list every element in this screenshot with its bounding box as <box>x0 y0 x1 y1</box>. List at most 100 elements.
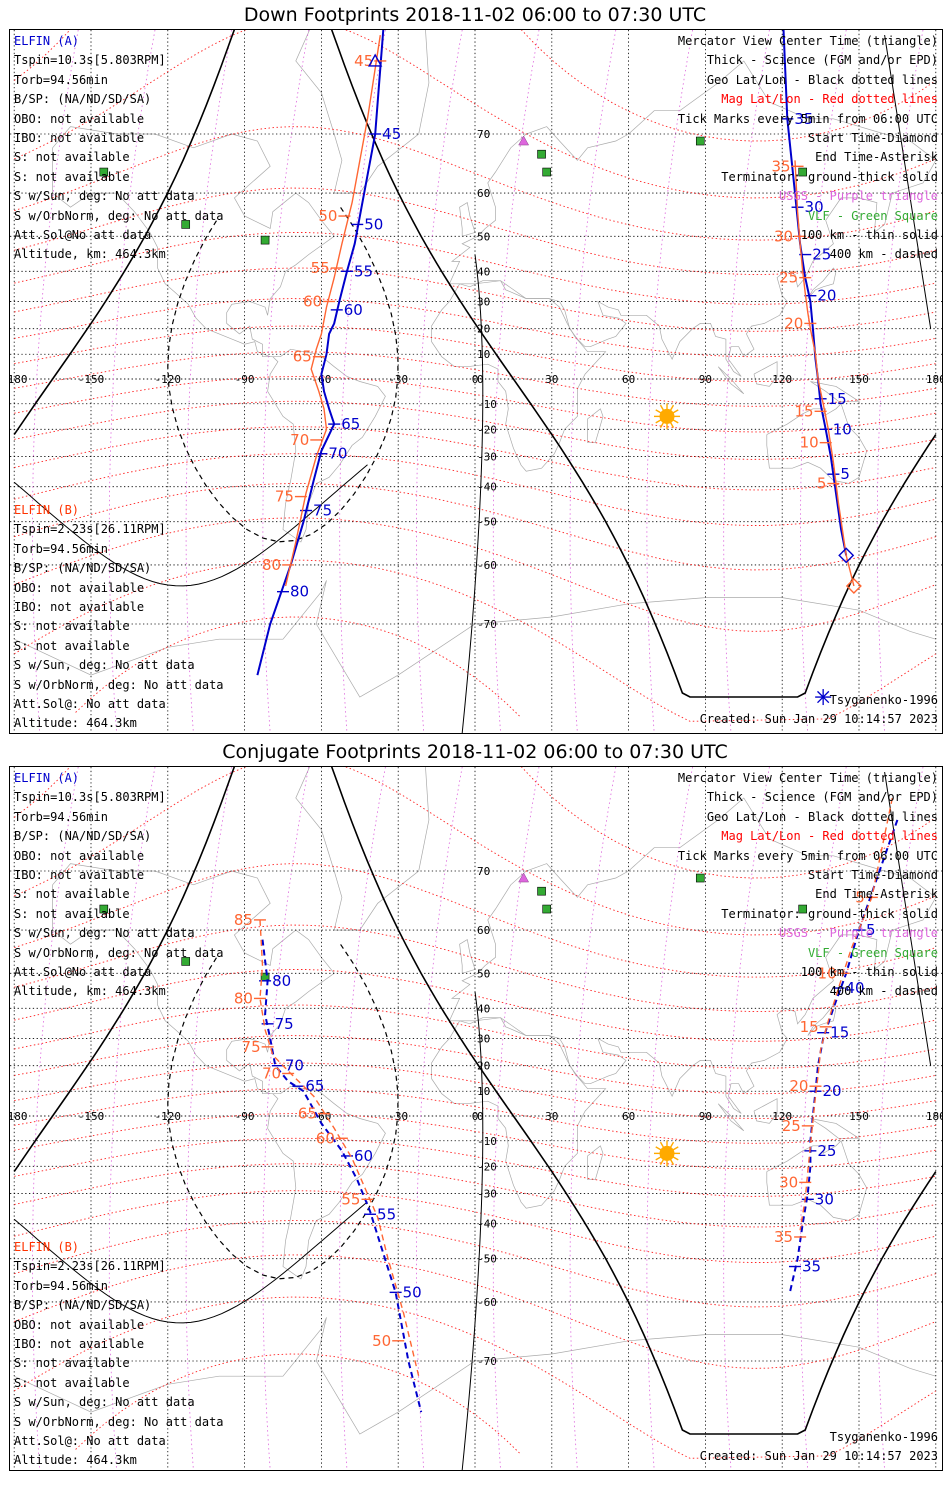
longitude-tick-label: 120 <box>772 373 792 386</box>
longitude-tick-label: -180 <box>10 373 27 386</box>
left_a-line: Altitude, km: 464.3km <box>14 984 166 999</box>
coastline <box>587 408 604 444</box>
left_a-line: Att.Sol@No att data <box>14 965 152 979</box>
mag-latitude-line <box>14 924 936 1012</box>
right-line: Thick - Science (FGM and/or EPD) <box>706 790 938 805</box>
right-line: Geo Lat/Lon - Black dotted lines <box>706 809 938 824</box>
vlf-square-marker <box>260 235 270 245</box>
right-line: Terminator: ground-thick solid <box>721 906 938 921</box>
time-tick-label: 20 <box>822 1082 841 1100</box>
left_b-line: Tspin=2.23s[26.11RPM] <box>14 522 166 537</box>
footprint-map-conjugate: -180-150-120-90-60-300306090120150180706… <box>10 767 942 1470</box>
longitude-tick-label: 90 <box>699 373 712 386</box>
latitude-tick-label: 60 <box>477 924 490 937</box>
right-line: Mercator View Center Time (triangle) <box>677 34 938 48</box>
longitude-tick-label: 150 <box>849 373 869 386</box>
left_b-line: Altitude: 464.3km <box>14 716 137 731</box>
time-tick-label: 20 <box>784 314 803 332</box>
left_a-line: ELFIN (A) <box>14 771 80 785</box>
mag-latitude-line <box>14 298 936 358</box>
terminator-100km-far-east <box>884 771 932 1066</box>
vlf-square-marker <box>99 904 109 914</box>
time-tick-label: 35 <box>774 1228 793 1246</box>
mag-latitude-line <box>13 1296 937 1459</box>
right-line: Terminator: ground-thick solid <box>721 169 938 184</box>
left_b-line: Att.Sol@: No att data <box>14 1434 166 1448</box>
time-tick-label: 55 <box>311 259 330 277</box>
latitude-tick-label: 10 <box>477 348 490 361</box>
coastline <box>717 1103 745 1132</box>
coastline <box>753 1098 778 1124</box>
footprint-track <box>259 919 420 1377</box>
terminator-100km-east <box>461 991 484 1470</box>
latitude-tick-label: 40 <box>477 1002 490 1015</box>
left_b-line: S: not available <box>14 638 130 653</box>
mag-latitude-line <box>75 1353 522 1455</box>
mag-latitude-line <box>14 267 936 332</box>
footprint-track <box>799 797 893 1231</box>
time-tick-label: 10 <box>833 420 852 438</box>
time-tick-label: 20 <box>817 287 836 305</box>
latitude-tick-label: 70 <box>477 865 490 878</box>
time-tick-label: 30 <box>779 1173 798 1191</box>
time-tick-label: 80 <box>234 989 253 1007</box>
latitude-tick-label: -70 <box>477 618 497 631</box>
coastline <box>766 1140 868 1221</box>
time-tick-label: 60 <box>303 292 322 310</box>
right-line: 100 km - thin solid <box>800 965 938 979</box>
terminator-100km <box>13 464 368 587</box>
time-tick-label: 35 <box>802 1258 821 1276</box>
longitude-tick-label: 180 <box>926 1110 942 1123</box>
time-tick-label: 15 <box>830 1024 849 1042</box>
mag-meridian-line <box>723 30 770 733</box>
left_a-line: Torb=94.56min <box>14 72 108 87</box>
latitude-tick-label: 0 <box>477 373 484 386</box>
coastline <box>807 1004 837 1036</box>
map-panel-conjugate: -180-150-120-90-60-300306090120150180706… <box>9 766 943 1471</box>
left_b-line: OBO: not available <box>14 580 145 595</box>
latitude-tick-label: -10 <box>477 1135 497 1148</box>
time-tick-label: 25 <box>779 269 798 287</box>
terminator-100km-far-east <box>884 34 932 329</box>
time-tick-label: 75 <box>275 1015 294 1033</box>
time-tick-label: 5 <box>817 475 827 493</box>
left_b-line: S: not available <box>14 619 130 634</box>
coastline <box>431 280 607 472</box>
footprint-track <box>261 939 423 1413</box>
longitude-tick-label: 60 <box>622 373 635 386</box>
time-tick-label: 25 <box>817 1142 836 1160</box>
right-line: USGS - Purple triangle <box>779 926 938 941</box>
right-line: Mag Lat/Lon - Red dotted lines <box>721 829 938 844</box>
time-tick-label: 85 <box>234 911 253 929</box>
time-tick-label: 75 <box>242 1038 261 1056</box>
coastline <box>431 1017 607 1209</box>
latitude-tick-label: 50 <box>477 967 490 980</box>
left_b-line: OBO: not available <box>14 1317 145 1332</box>
mag-latitude-line <box>14 1035 936 1095</box>
vlf-square-marker <box>798 167 807 177</box>
left_a-line: Tspin=10.3s[5.803RPM] <box>14 53 166 68</box>
time-tick-label: 50 <box>364 215 383 233</box>
vlf-square-marker <box>99 167 109 177</box>
mag-latitude-line <box>14 483 936 571</box>
latitude-tick-label: -10 <box>477 398 497 411</box>
time-tick-label: 70 <box>328 445 347 463</box>
mag-latitude-line <box>14 1163 936 1228</box>
latitude-tick-label: -70 <box>477 1355 497 1368</box>
left_b-line: Torb=94.56min <box>14 1278 108 1293</box>
terminator-400km <box>167 944 399 1280</box>
mag-latitude-line <box>14 376 936 433</box>
latitude-tick-label: 40 <box>477 265 490 278</box>
latitude-tick-label: -30 <box>477 451 497 464</box>
footprint-track <box>794 160 855 587</box>
left_a-line: ELFIN (A) <box>14 34 80 48</box>
right-line: 100 km - thin solid <box>800 228 938 242</box>
time-tick-label: 65 <box>298 1105 317 1123</box>
right-line: 400 km - dashed <box>829 247 938 262</box>
time-tick-label: 60 <box>344 301 363 319</box>
panel-title-down: Down Footprints 2018-11-02 06:00 to 07:3… <box>243 4 707 26</box>
vlf-square-marker <box>181 957 191 966</box>
mag-latitude-line <box>14 1113 936 1170</box>
longitude-tick-label: 30 <box>545 1110 558 1123</box>
mag-meridian-line <box>723 767 770 1470</box>
